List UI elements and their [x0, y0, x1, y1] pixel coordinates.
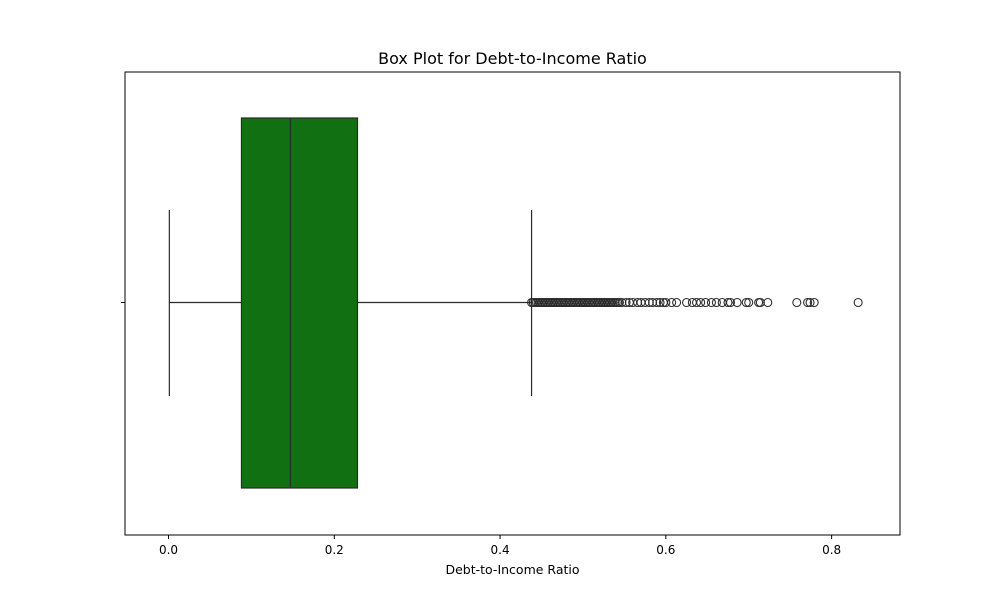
- outlier-point: [792, 297, 802, 308]
- outlier-point: [621, 297, 631, 308]
- plot-frame: [124, 71, 901, 536]
- outlier-point: [723, 297, 733, 308]
- x-tick-label: 0.0: [159, 543, 178, 557]
- outlier-point: [614, 297, 624, 308]
- box-group: [168, 117, 533, 489]
- x-tick-label: 0.6: [656, 543, 675, 557]
- outlier-point: [763, 297, 773, 308]
- outlier-point: [732, 297, 742, 308]
- outlier-point: [741, 297, 751, 308]
- outlier-point: [672, 297, 682, 308]
- x-tick-label: 0.4: [491, 543, 510, 557]
- outlier-point: [803, 297, 813, 308]
- outlier-point: [661, 297, 671, 308]
- outlier-point: [691, 297, 702, 308]
- outlier-point: [711, 297, 721, 308]
- outlier-point: [744, 297, 754, 308]
- outliers-group: [527, 297, 863, 308]
- outlier-point: [652, 297, 662, 308]
- outlier-point: [706, 297, 716, 308]
- x-tick-label: 0.2: [325, 543, 344, 557]
- outlier-point: [805, 297, 815, 308]
- outlier-point: [725, 297, 736, 308]
- x-tick-label: 0.8: [822, 543, 841, 557]
- outlier-point: [667, 297, 677, 308]
- outlier-point: [682, 297, 692, 308]
- outlier-point: [655, 297, 665, 308]
- iqr-box: [240, 117, 359, 489]
- chart-title: Box Plot for Debt-to-Income Ratio: [378, 49, 647, 68]
- x-axis: 0.0 0.2 0.4 0.6 0.8: [159, 535, 841, 557]
- outlier-point: [809, 297, 819, 308]
- outlier-point: [696, 297, 706, 308]
- x-axis-label: Debt-to-Income Ratio: [445, 562, 579, 577]
- outlier-point: [701, 297, 711, 308]
- outlier-point: [853, 297, 863, 308]
